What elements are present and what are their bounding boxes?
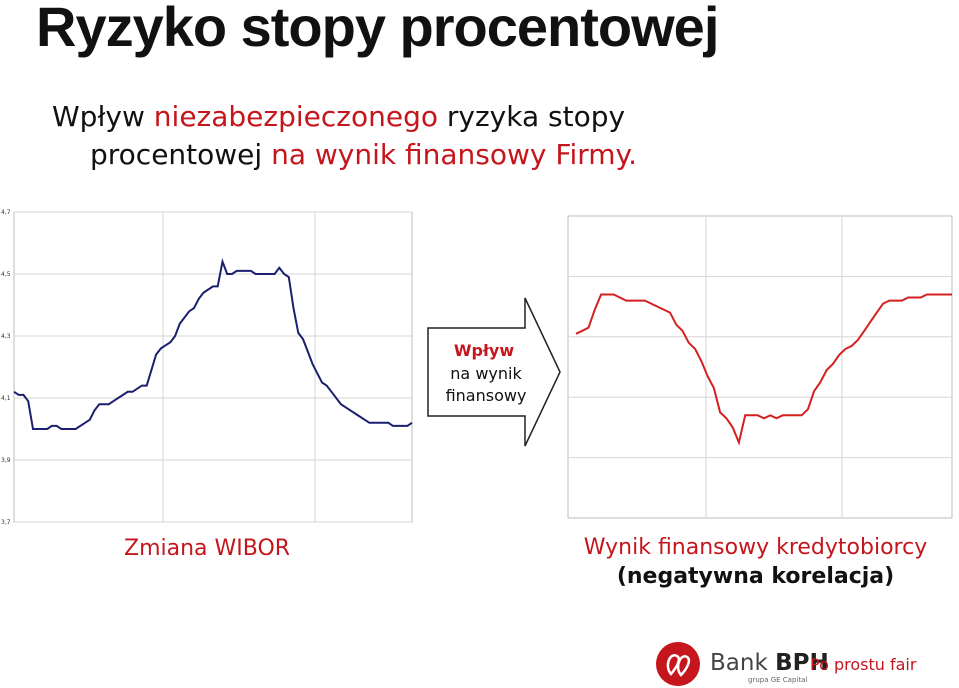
result-series-line <box>575 293 952 446</box>
wibor-y-tick-label: 3,7 <box>1 519 11 526</box>
bank-emblem-icon <box>656 642 700 686</box>
wibor-y-tick-label: 4,5 <box>1 271 11 278</box>
slide-title: Ryzyko stopy procentowej <box>36 0 719 58</box>
subtitle-text-3: procentowej <box>90 138 272 171</box>
bank-group-label: grupa GE Capital <box>748 676 808 684</box>
bank-name-prefix: Bank <box>710 650 776 676</box>
right-chart-caption: Wynik finansowy kredytobiorcy (negatywna … <box>578 533 933 591</box>
right-caption-line-2: (negatywna korelacja) <box>616 564 895 589</box>
left-chart-caption: Zmiana WIBOR <box>124 536 291 561</box>
wibor-y-tick-label: 4,3 <box>1 333 11 340</box>
arrow-shape <box>427 297 561 447</box>
wibor-y-tick-label: 4,7 <box>1 209 11 216</box>
wibor-chart-grid <box>13 211 413 523</box>
charts-canvas: 3,7 3,9 4,1 4,3 4,5 4,7 Wpływ na wynik finans… <box>1 209 953 526</box>
subtitle-highlight-2: na wynik finansowy Firmy. <box>271 138 638 171</box>
result-chart-grid <box>567 215 953 519</box>
bank-logo: Bank BPH grupa GE Capital Po prostu fair <box>652 638 952 688</box>
wibor-chart-y-ticks: 3,7 3,9 4,1 4,3 4,5 4,7 <box>1 209 11 526</box>
subtitle-line-2: procentowej na wynik finansowy Firmy. <box>52 136 812 174</box>
slide-subtitle: Wpływ niezabezpieczonego ryzyka stopy pro… <box>52 98 812 174</box>
wibor-y-tick-label: 3,9 <box>1 457 11 464</box>
bank-name-bold: BPH <box>775 650 829 676</box>
result-plot-frame <box>567 215 953 519</box>
wibor-chart: 3,7 3,9 4,1 4,3 4,5 4,7 <box>1 209 413 526</box>
bank-slogan: Po prostu fair <box>810 655 917 674</box>
impact-arrow: Wpływ na wynik finansowy <box>427 297 561 447</box>
right-caption-line-1: Wynik finansowy kredytobiorcy <box>583 535 928 560</box>
subtitle-highlight-1: niezabezpieczonego <box>153 100 438 133</box>
wibor-plot-frame <box>13 211 413 523</box>
arrow-title: Wpływ <box>454 341 514 360</box>
result-chart <box>567 215 953 519</box>
wibor-y-tick-label: 4,1 <box>1 395 11 402</box>
subtitle-text-1: Wpływ <box>52 100 154 133</box>
wibor-series-line <box>13 257 413 430</box>
bank-name: Bank BPH <box>710 650 829 676</box>
arrow-line-3: finansowy <box>446 386 527 405</box>
subtitle-text-2: ryzyka stopy <box>437 100 626 133</box>
arrow-line-2: na wynik <box>450 364 522 383</box>
